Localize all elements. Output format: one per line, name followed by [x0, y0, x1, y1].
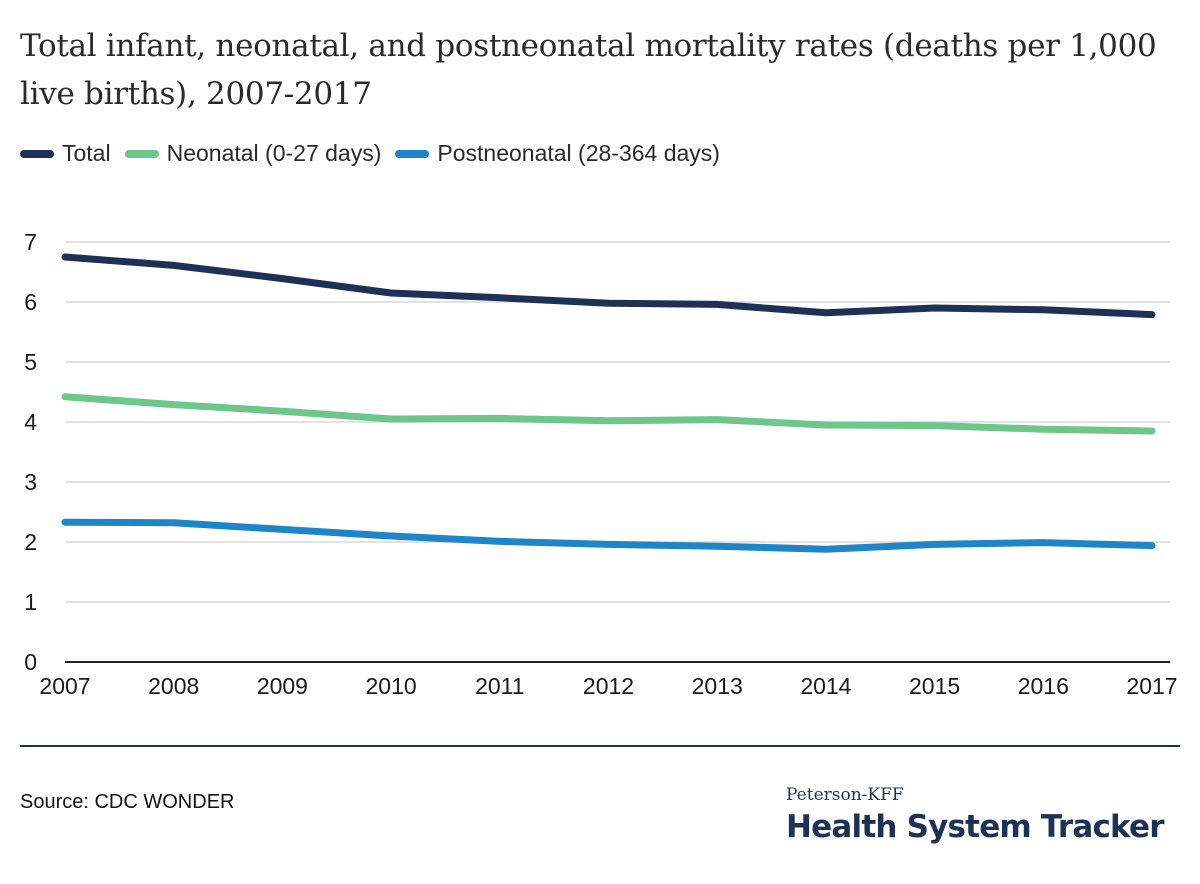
legend-swatch-postneonatal: [395, 149, 430, 158]
tick-label-layer: 0 1 2 3 4 5 6 7 2007 2008 2009 2010 2011 2012 2013 2014…: [24, 229, 1177, 699]
data-point-total: [170, 262, 177, 269]
y-tick-label: 0: [24, 649, 37, 675]
data-point-neonatal: [279, 408, 286, 415]
data-point-total: [279, 275, 286, 282]
data-point-postneonatal: [62, 519, 68, 526]
data-point-postneonatal: [1149, 542, 1155, 549]
y-tick-label: 3: [24, 469, 37, 495]
y-tick-label: 4: [24, 409, 37, 435]
y-tick-label: 6: [24, 289, 37, 315]
data-point-postneonatal: [931, 541, 938, 548]
data-point-postneonatal: [170, 519, 177, 526]
data-point-postneonatal: [496, 538, 503, 545]
data-point-total: [1040, 306, 1047, 313]
x-tick-label: 2015: [909, 673, 960, 699]
legend-item-postneonatal: Postneonatal (28-364 days): [395, 140, 720, 167]
data-point-total: [62, 254, 68, 260]
y-tick-label: 2: [24, 529, 37, 555]
legend-swatch-neonatal: [124, 149, 159, 158]
data-point-neonatal: [605, 417, 612, 424]
x-tick-label: 2012: [583, 673, 634, 699]
data-point-total: [822, 309, 829, 316]
x-tick-label: 2010: [366, 673, 417, 699]
data-point-total: [605, 300, 612, 307]
x-tick-label: 2014: [800, 673, 851, 699]
data-point-postneonatal: [605, 541, 612, 548]
x-tick-label: 2009: [257, 673, 308, 699]
data-point-neonatal: [822, 422, 829, 428]
y-tick-label: 5: [24, 349, 37, 375]
legend-item-neonatal: Neonatal (0-27 days): [124, 140, 382, 167]
x-tick-label: 2007: [39, 673, 90, 699]
grid-layer: [65, 241, 1170, 663]
data-point-total: [1149, 311, 1155, 318]
brand-logo: Peterson-KFF Health System Tracker: [786, 786, 1186, 844]
source-note: Source: CDC WONDER: [20, 791, 235, 813]
logo-subtitle: Peterson-KFF: [786, 785, 904, 805]
footer-divider: [20, 745, 1180, 747]
chart-legend: Total Neonatal (0-27 days) Postneonatal …: [20, 140, 734, 167]
legend-label-postneonatal: Postneonatal (28-364 days): [437, 140, 720, 166]
logo-title: Health System Tracker: [786, 809, 1165, 845]
data-point-neonatal: [388, 416, 395, 422]
data-point-neonatal: [170, 401, 177, 408]
data-point-total: [931, 305, 938, 311]
data-point-total: [714, 301, 721, 308]
chart-title: Total infant, neonatal, and postneonatal…: [20, 28, 1157, 112]
data-point-neonatal: [931, 422, 938, 429]
line-chart: 0 1 2 3 4 5 6 7 2007 2008 2009 2010 2011 2012 2013 2014…: [24, 229, 1177, 699]
data-point-neonatal: [496, 415, 503, 422]
y-tick-label: 7: [24, 229, 37, 255]
data-point-postneonatal: [1040, 539, 1047, 546]
y-tick-label: 1: [24, 589, 37, 615]
legend-item-total: Total: [20, 140, 111, 167]
data-point-postneonatal: [822, 546, 829, 553]
data-point-total: [388, 290, 395, 296]
data-point-neonatal: [714, 416, 721, 423]
data-point-postneonatal: [714, 543, 721, 550]
x-tick-label: 2011: [475, 673, 524, 699]
legend-label-neonatal: Neonatal (0-27 days): [166, 140, 382, 166]
data-point-neonatal: [1040, 426, 1047, 433]
data-point-neonatal: [1149, 428, 1155, 434]
series-layer: [61, 253, 1156, 553]
data-point-postneonatal: [279, 526, 286, 533]
legend-swatch-total: [20, 149, 54, 158]
x-tick-label: 2017: [1126, 673, 1177, 699]
x-tick-label: 2016: [1018, 673, 1069, 699]
data-point-total: [496, 294, 503, 301]
legend-label-total: Total: [62, 140, 111, 166]
x-tick-label: 2008: [148, 673, 199, 699]
series-line-neonatal: [61, 393, 1156, 435]
data-point-postneonatal: [388, 533, 395, 539]
data-point-neonatal: [62, 393, 68, 400]
x-tick-label: 2013: [692, 673, 743, 699]
